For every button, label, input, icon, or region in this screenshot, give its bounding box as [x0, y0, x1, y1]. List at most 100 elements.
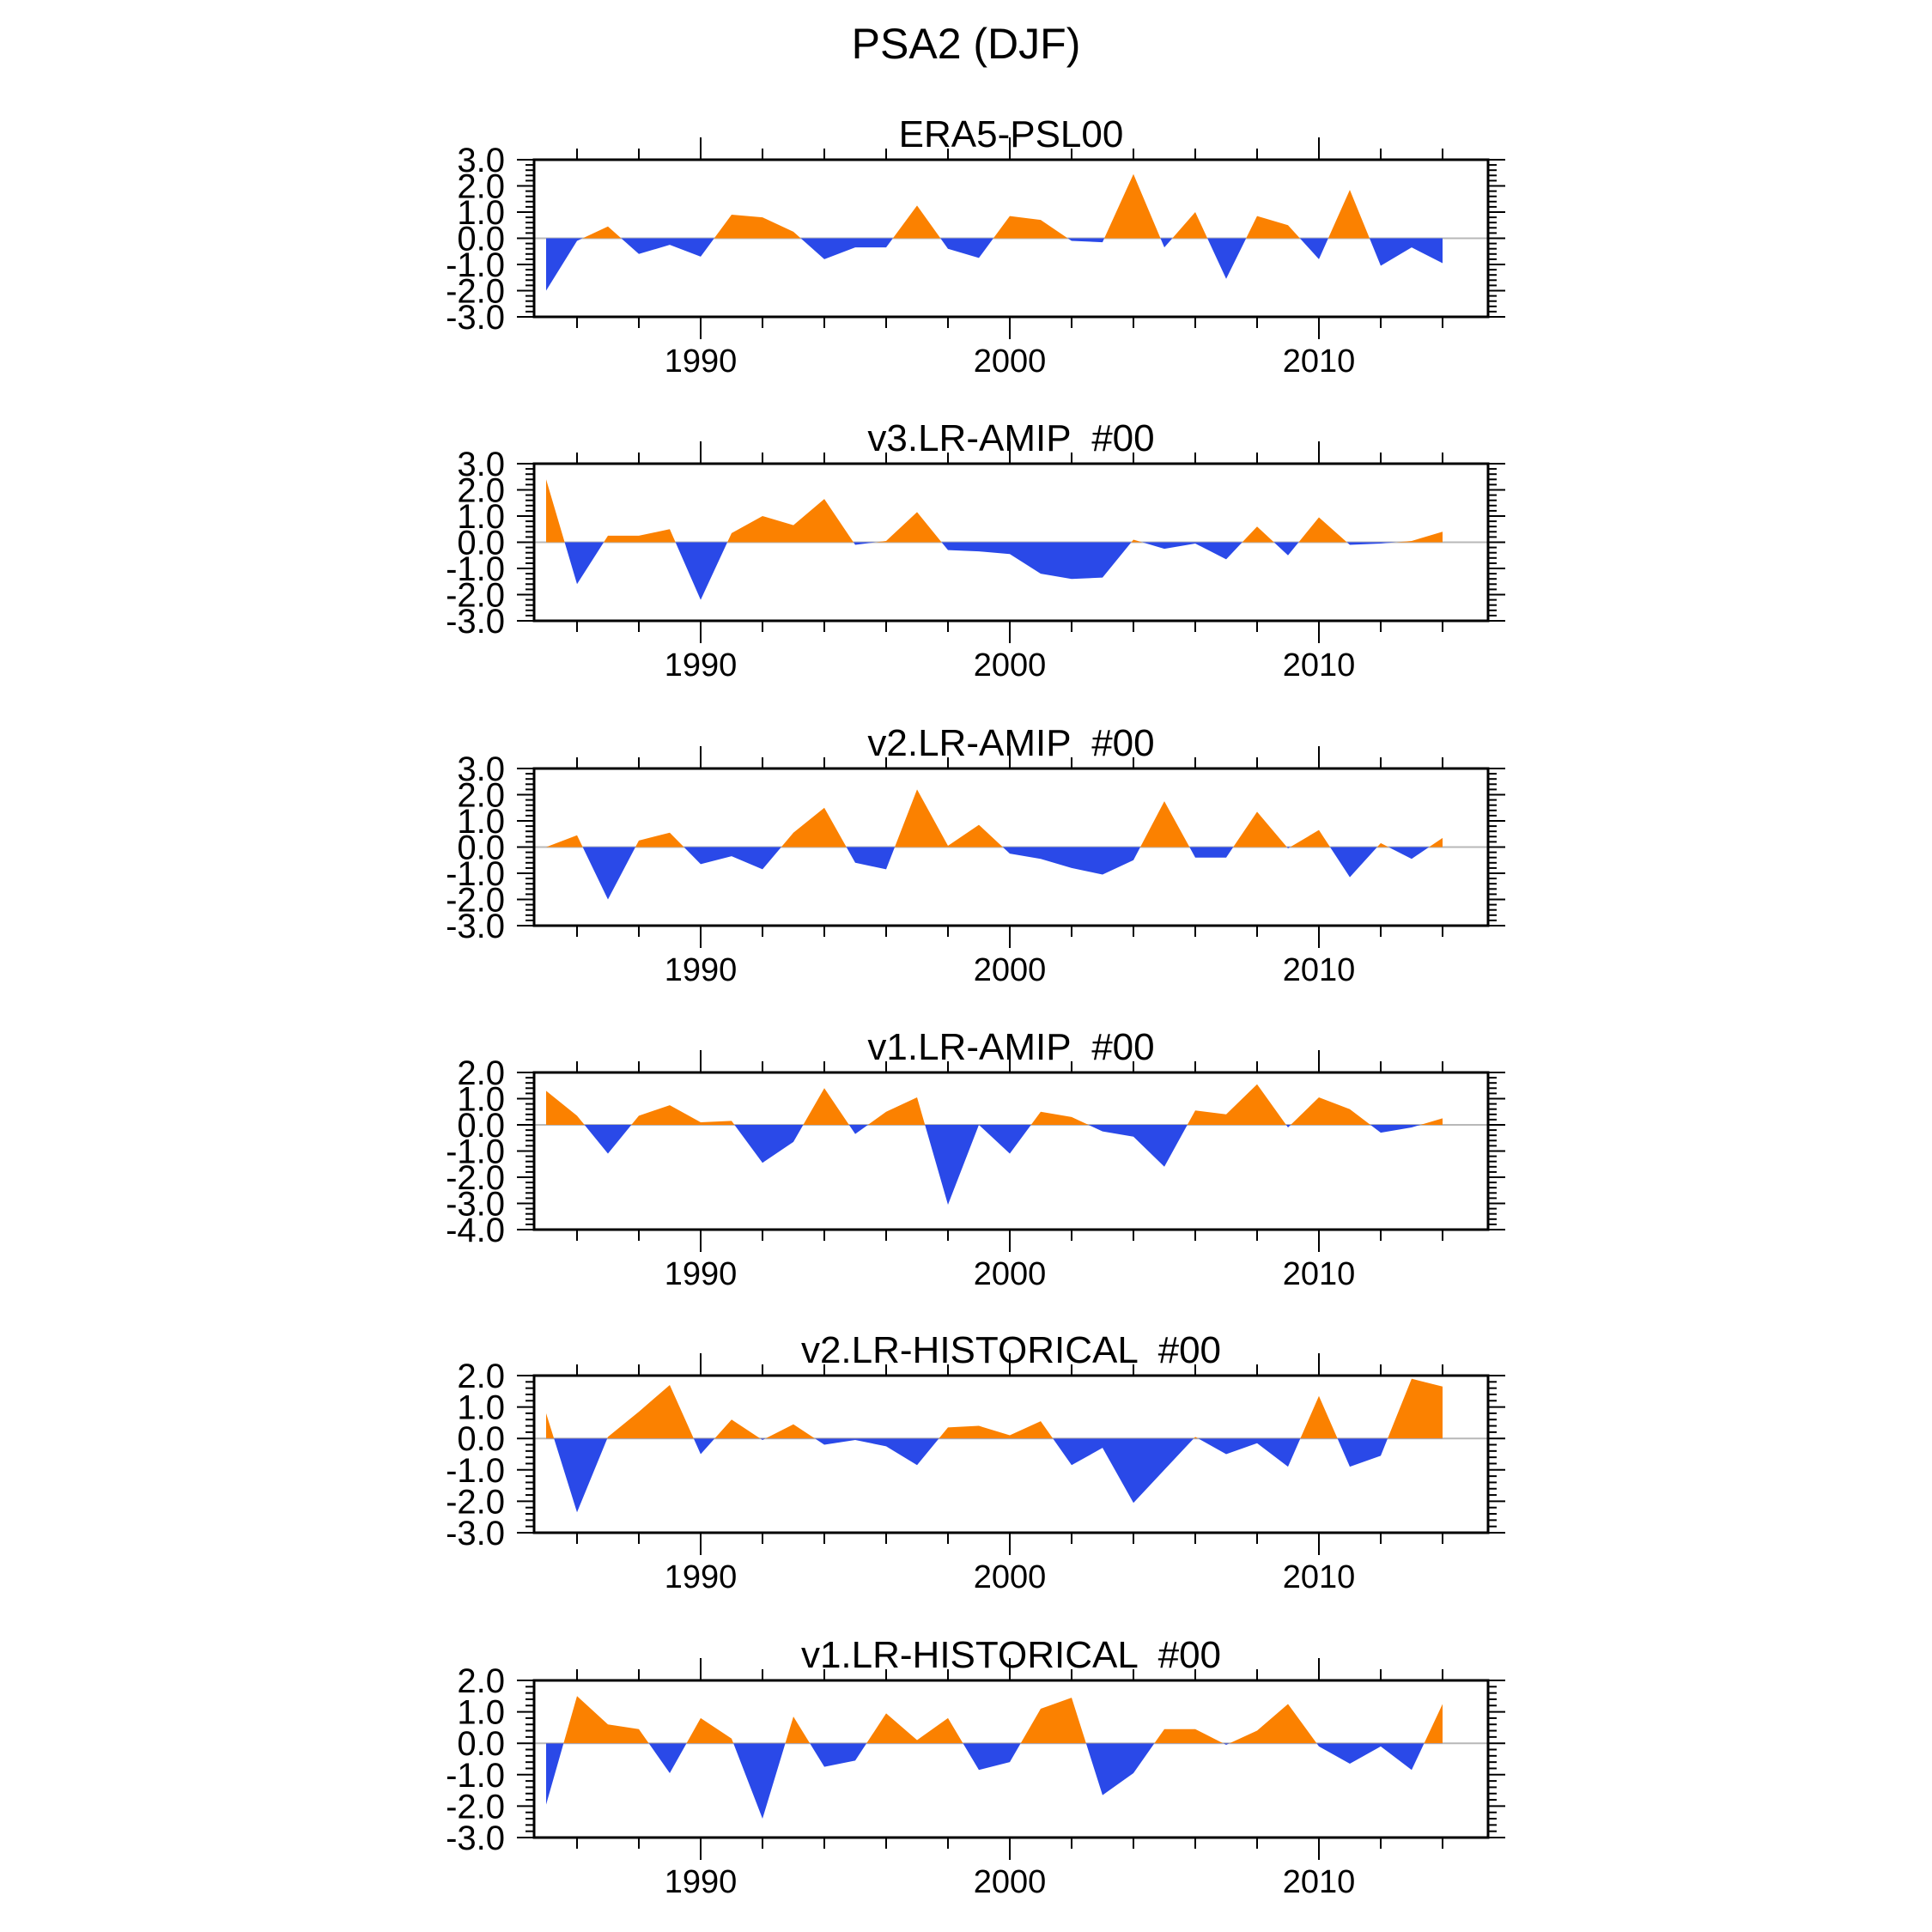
- plot-frame: [532, 1679, 1490, 1839]
- y-axis-tick-label: 1.0: [457, 194, 505, 232]
- area-fill-negative: [546, 1438, 1443, 1513]
- panel-title: v2.LR-HISTORICAL #00: [800, 1329, 1222, 1371]
- area-fill-negative: [546, 238, 1443, 291]
- y-axis-tick-label: 1.0: [457, 803, 505, 841]
- y-axis-tick-label: -1.0: [446, 1452, 505, 1490]
- x-axis-tick-label: 2000: [974, 1559, 1047, 1595]
- y-axis-tick-label: -2.0: [446, 882, 505, 920]
- y-axis-tick-label: 0.0: [457, 1107, 505, 1145]
- y-axis-tick-label: -1.0: [446, 855, 505, 893]
- y-axis-tick-label: 1.0: [457, 1081, 505, 1119]
- panel-v2-lr-historical: v2.LR-HISTORICAL #00 2.0 1.0 0.0 -1.0 -2.0 -3…: [0, 1307, 1932, 1595]
- panel-v3-lr-amip: v3.LR-AMIP #00 3.0 2.0 1.0 0.0 -1.0 -2.0 -3.0 1…: [0, 395, 1932, 683]
- area-fill-positive: [546, 479, 1443, 543]
- plot-frame: [532, 767, 1490, 927]
- y-axis-tick-label: 1.0: [457, 1389, 505, 1427]
- y-axis-tick-label: -2.0: [446, 1788, 505, 1826]
- x-axis-tick-label: 2000: [974, 1864, 1047, 1900]
- y-axis-tick-label: 2.0: [457, 472, 505, 510]
- y-axis-tick-label: 2.0: [457, 1358, 505, 1395]
- y-axis-tick-label: -2.0: [446, 1483, 505, 1521]
- y-axis-tick-label: -4.0: [446, 1212, 505, 1249]
- x-axis-tick-label: 2000: [974, 952, 1047, 988]
- x-axis-tick-label: 1990: [665, 647, 738, 683]
- y-axis-tick-label: 3.0: [457, 446, 505, 483]
- panel-title: v1.LR-HISTORICAL #00: [800, 1634, 1222, 1676]
- x-axis-tick-label: 1990: [665, 343, 738, 380]
- area-fill-negative: [546, 1125, 1443, 1206]
- x-axis-tick-label: 1990: [665, 1256, 738, 1292]
- axis-ticks: [517, 137, 1505, 339]
- axis-ticks: [517, 1353, 1505, 1555]
- y-axis-tick-label: 0.0: [457, 829, 505, 867]
- v2-lr-historical-plot: 2.01.00.0-1.0-2.0-3.0 1990 2000 2010: [446, 1353, 1505, 1595]
- x-axis-tick-label: 2000: [974, 647, 1047, 683]
- area-fill-positive: [546, 789, 1443, 848]
- v3-lr-amip-plot: 3.02.01.00.0-1.0-2.0-3.0 1990 2000 2010: [446, 441, 1505, 683]
- y-axis-tick-label: -3.0: [446, 908, 505, 945]
- y-axis-tick-label: 0.0: [457, 1420, 505, 1458]
- y-axis-tick-label: 3.0: [457, 750, 505, 788]
- y-axis-tick-label: -1.0: [446, 550, 505, 588]
- area-fill-negative: [546, 1743, 1443, 1820]
- panel-title: ERA5-PSL00: [898, 113, 1124, 155]
- y-axis-tick-label: 0.0: [457, 525, 505, 562]
- y-axis-tick-label: -3.0: [446, 1186, 505, 1224]
- panel-era5-psl00: ERA5-PSL00 3.0 2.0 1.0 0.0 -1.0 -2.0 -3.0 1990 2…: [0, 91, 1932, 380]
- plot-frame: [532, 158, 1490, 319]
- x-axis-tick-label: 1990: [665, 1559, 738, 1595]
- y-axis-tick-label: -3.0: [446, 299, 505, 337]
- area-fill-positive: [546, 173, 1443, 239]
- axis-ticks: [517, 441, 1505, 643]
- v2-lr-amip-plot: 3.02.01.00.0-1.0-2.0-3.0 1990 2000 2010: [446, 746, 1505, 988]
- x-axis-tick-label: 2010: [1283, 647, 1356, 683]
- x-axis-tick-label: 2010: [1283, 952, 1356, 988]
- y-axis-tick-label: 2.0: [457, 1054, 505, 1092]
- x-axis-tick-label: 2010: [1283, 1559, 1356, 1595]
- x-axis-tick-label: 2000: [974, 343, 1047, 380]
- y-axis-tick-label: -3.0: [446, 603, 505, 641]
- y-axis-tick-label: 0.0: [457, 1725, 505, 1763]
- axis-ticks: [517, 1658, 1505, 1860]
- y-axis-tick-label: -2.0: [446, 577, 505, 615]
- x-axis-tick-label: 2010: [1283, 1256, 1356, 1292]
- y-axis-tick-label: 2.0: [457, 777, 505, 815]
- figure-title: PSA2 (DJF): [851, 20, 1081, 68]
- y-axis-tick-label: 0.0: [457, 221, 505, 258]
- y-axis-tick-label: 3.0: [457, 142, 505, 179]
- y-axis-tick-label: 2.0: [457, 168, 505, 206]
- y-axis-tick-label: -2.0: [446, 273, 505, 311]
- y-axis-tick-label: -1.0: [446, 1133, 505, 1171]
- y-axis-tick-label: -3.0: [446, 1820, 505, 1857]
- x-axis-tick-label: 2010: [1283, 343, 1356, 380]
- panel-title: v2.LR-AMIP #00: [867, 722, 1155, 764]
- era5-psl00-plot: 3.02.01.00.0-1.0-2.0-3.0 1990 2000 2010: [446, 137, 1505, 380]
- panel-title: v3.LR-AMIP #00: [867, 417, 1155, 459]
- panel-v2-lr-amip: v2.LR-AMIP #00 3.0 2.0 1.0 0.0 -1.0 -2.0 -3.0 1…: [0, 700, 1932, 988]
- v1-lr-amip-plot: 2.01.00.0-1.0-2.0-3.0-4.0 1990 2000 2010: [446, 1050, 1505, 1292]
- area-fill-positive: [546, 1084, 1443, 1125]
- y-axis-tick-label: -3.0: [446, 1515, 505, 1552]
- x-axis-tick-label: 2010: [1283, 1864, 1356, 1900]
- y-axis-tick-label: 1.0: [457, 498, 505, 536]
- area-fill-positive: [546, 1378, 1443, 1439]
- y-axis-tick-label: -1.0: [446, 246, 505, 284]
- x-axis-tick-label: 2000: [974, 1256, 1047, 1292]
- y-axis-tick-label: -2.0: [446, 1159, 505, 1197]
- plot-frame: [532, 1071, 1490, 1231]
- area-fill-negative: [546, 847, 1443, 900]
- y-axis-tick-label: 2.0: [457, 1662, 505, 1700]
- panel-v1-lr-historical: v1.LR-HISTORICAL #00 2.0 1.0 0.0 -1.0 -2.0 -3…: [0, 1612, 1932, 1900]
- axis-ticks: [517, 746, 1505, 948]
- v1-lr-historical-plot: 2.01.00.0-1.0-2.0-3.0 1990 2000 2010: [446, 1658, 1505, 1900]
- plot-frame: [532, 1374, 1490, 1534]
- y-axis-tick-label: 1.0: [457, 1694, 505, 1732]
- panel-v1-lr-amip: v1.LR-AMIP #00 2.0 1.0 0.0 -1.0 -2.0 -3.0 -4.0…: [0, 1004, 1932, 1292]
- x-axis-tick-label: 1990: [665, 952, 738, 988]
- x-axis-tick-label: 1990: [665, 1864, 738, 1900]
- axis-ticks: [517, 1050, 1505, 1252]
- y-axis-tick-label: -1.0: [446, 1757, 505, 1795]
- plot-frame: [532, 462, 1490, 623]
- panel-title: v1.LR-AMIP #00: [867, 1026, 1155, 1068]
